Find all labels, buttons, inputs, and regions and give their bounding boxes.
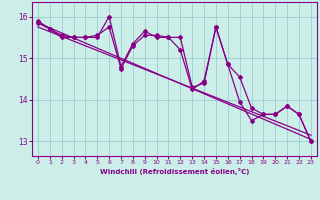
X-axis label: Windchill (Refroidissement éolien,°C): Windchill (Refroidissement éolien,°C) [100,168,249,175]
